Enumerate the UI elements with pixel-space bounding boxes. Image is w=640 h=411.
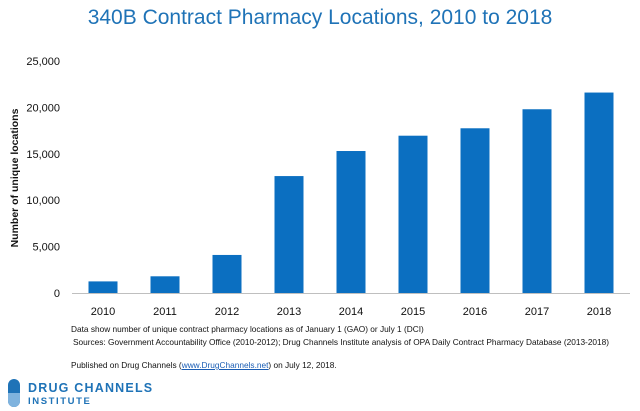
bar-2010 [88,281,118,293]
y-tick-label: 5,000 [32,242,60,254]
published-note: Published on Drug Channels (www.DrugChan… [71,360,337,370]
y-tick-label: 25,000 [26,56,60,68]
logo-text-secondary: INSTITUTE [28,396,92,407]
x-tick-label: 2010 [91,306,115,318]
logo-text-primary: DRUG CHANNELS [28,381,154,395]
sources-note: Sources: Government Accountability Offic… [73,337,610,347]
bar-2014 [336,151,366,293]
x-tick-label: 2011 [153,306,177,318]
y-tick-label: 0 [54,288,60,300]
data-note: Data show number of unique contract phar… [71,324,424,334]
x-tick-label: 2014 [339,306,363,318]
bar-2011 [150,276,180,293]
y-tick-label: 10,000 [26,195,60,207]
x-tick-label: 2018 [587,306,611,318]
published-prefix: Published on Drug Channels ( [71,360,182,370]
x-tick-label: 2017 [525,306,549,318]
bars-group [88,92,614,293]
drugchannels-link[interactable]: www.DrugChannels.net [181,360,269,370]
x-tick-label: 2016 [463,306,487,318]
bar-2016 [460,128,490,293]
x-tick-label: 2015 [401,306,425,318]
drug-channels-logo: DRUG CHANNELS INSTITUTE [6,378,206,408]
y-axis-label: Number of unique locations [9,108,21,247]
bar-2015 [398,135,428,293]
y-axis: 0 5,000 10,000 15,000 20,000 25,000 [26,56,60,300]
x-axis: 2010 2011 2012 2013 2014 2015 2016 2017 2018 [72,293,630,318]
y-tick-label: 20,000 [26,102,60,114]
bar-2018 [584,92,614,293]
bar-2013 [274,176,304,293]
bar-2017 [522,109,552,293]
bar-2012 [212,254,242,293]
x-tick-label: 2013 [277,306,301,318]
chart-title: 340B Contract Pharmacy Locations, 2010 t… [87,6,553,29]
y-tick-label: 15,000 [26,149,60,161]
published-suffix: ) on July 12, 2018. [268,360,337,370]
x-tick-label: 2012 [215,306,239,318]
capsule-icon [8,379,20,407]
